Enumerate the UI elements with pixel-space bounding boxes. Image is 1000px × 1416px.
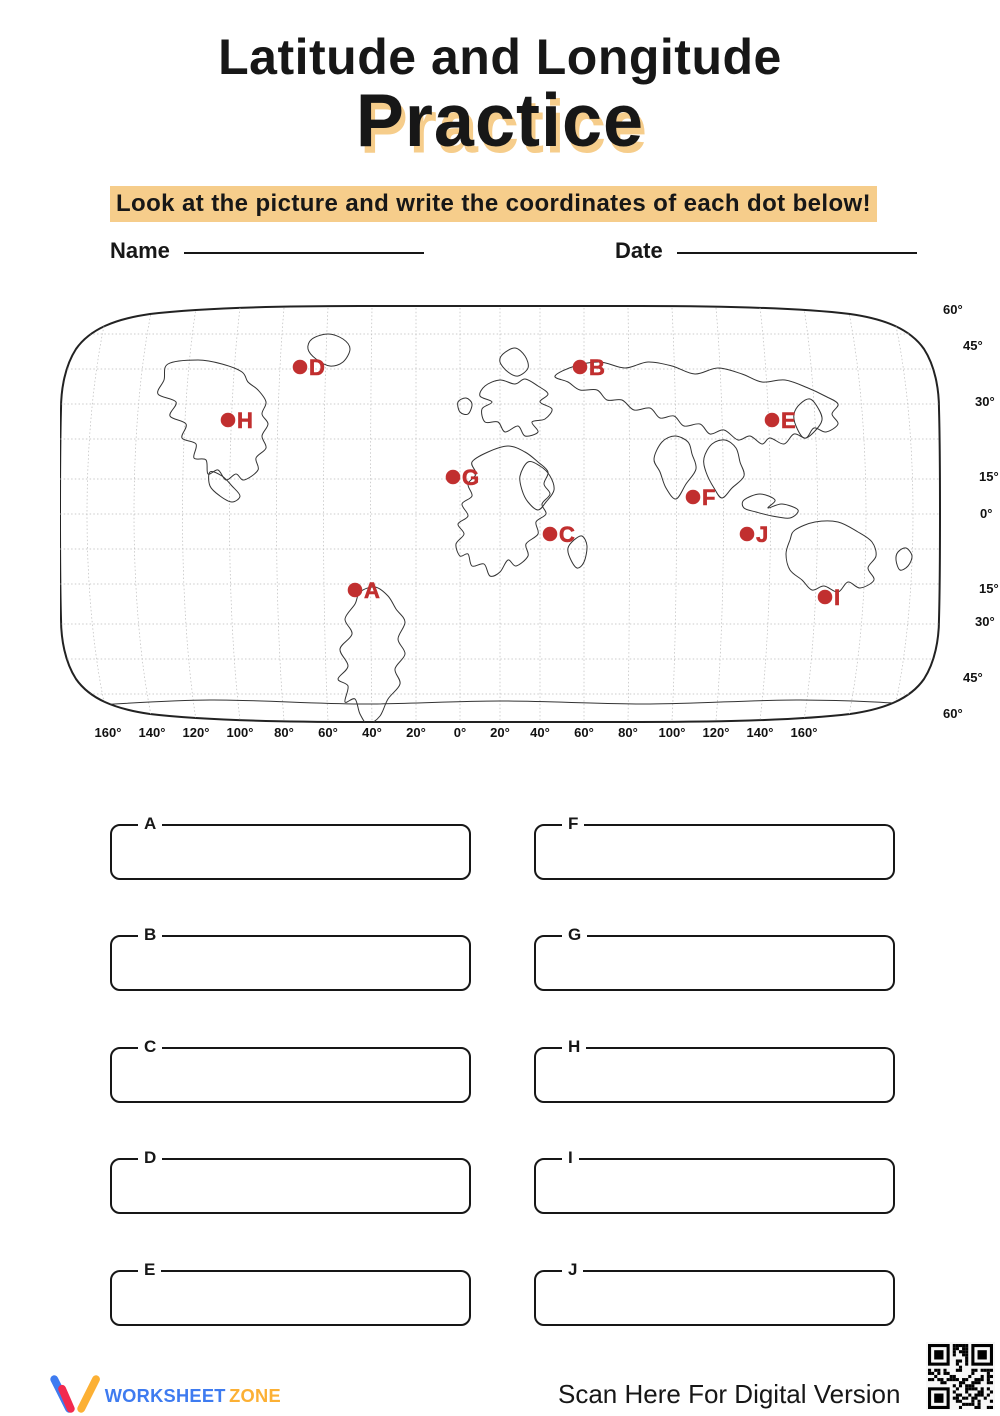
svg-text:80°: 80°: [618, 725, 638, 740]
svg-text:20°: 20°: [406, 725, 426, 740]
svg-text:160°: 160°: [791, 725, 818, 740]
svg-text:160°: 160°: [95, 725, 122, 740]
svg-text:15°: 15°: [979, 581, 999, 596]
svg-text:60°: 60°: [943, 302, 963, 317]
svg-text:60°: 60°: [318, 725, 338, 740]
svg-text:60°: 60°: [574, 725, 594, 740]
svg-text:40°: 40°: [362, 725, 382, 740]
svg-text:0°: 0°: [980, 506, 992, 521]
svg-text:J: J: [756, 522, 768, 547]
svg-text:F: F: [702, 485, 715, 510]
svg-text:I: I: [834, 585, 840, 610]
svg-text:15°: 15°: [979, 469, 999, 484]
svg-text:40°: 40°: [530, 725, 550, 740]
svg-text:60°: 60°: [943, 706, 963, 721]
svg-text:0°: 0°: [454, 725, 466, 740]
svg-text:20°: 20°: [490, 725, 510, 740]
svg-text:120°: 120°: [703, 725, 730, 740]
svg-text:45°: 45°: [963, 338, 983, 353]
svg-text:E: E: [781, 408, 796, 433]
svg-text:B: B: [589, 355, 605, 380]
svg-text:140°: 140°: [747, 725, 774, 740]
svg-text:D: D: [309, 355, 325, 380]
svg-text:A: A: [364, 578, 380, 603]
svg-text:120°: 120°: [183, 725, 210, 740]
svg-text:45°: 45°: [963, 670, 983, 685]
svg-text:80°: 80°: [274, 725, 294, 740]
svg-text:C: C: [559, 522, 575, 547]
svg-text:H: H: [237, 408, 253, 433]
svg-text:140°: 140°: [139, 725, 166, 740]
svg-text:30°: 30°: [975, 394, 995, 409]
svg-text:100°: 100°: [227, 725, 254, 740]
svg-text:30°: 30°: [975, 614, 995, 629]
svg-text:G: G: [462, 465, 479, 490]
svg-text:100°: 100°: [659, 725, 686, 740]
